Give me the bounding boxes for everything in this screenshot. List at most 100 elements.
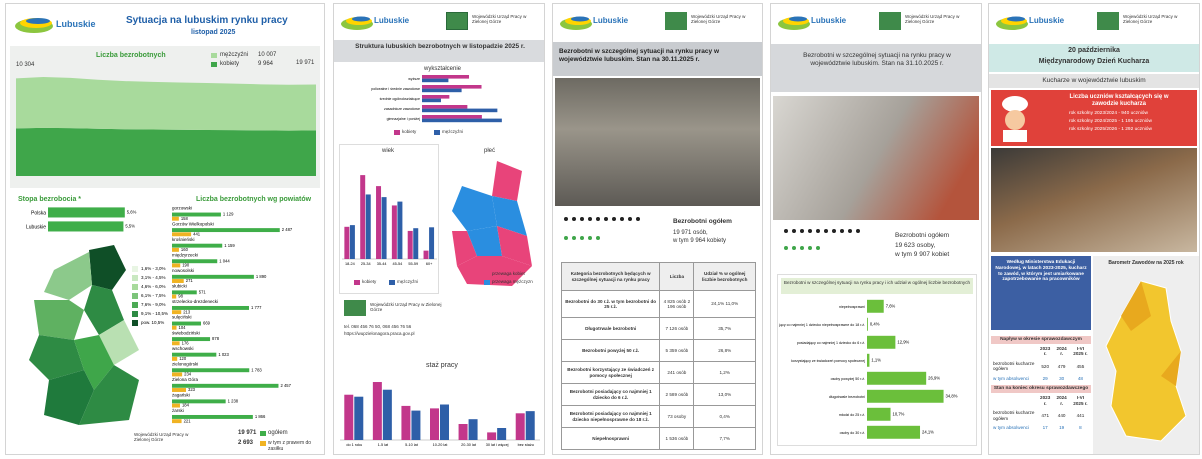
photo: [555, 78, 760, 206]
header-cell: Udział % w ogólnej liczbie bezrobotnych: [694, 263, 756, 291]
legend-swatch: [389, 280, 395, 285]
cell: 1 536 osób: [660, 428, 694, 450]
value-label: 5,6%: [127, 210, 137, 215]
students: rok szkolny 2023/2024 - 940 uczniów: [1069, 111, 1148, 117]
legend-label: 1,6% - 3,0%: [141, 266, 166, 271]
bar: [373, 382, 382, 440]
value-label: 1 238: [228, 398, 239, 403]
value-label: 1 044: [219, 258, 230, 263]
total-title: Bezrobotni ogółem: [673, 218, 732, 226]
people-icons: [781, 228, 876, 258]
category-label: 5-10 lat: [405, 443, 419, 447]
category-label: zielonogórski: [172, 361, 198, 366]
bar: [172, 388, 186, 392]
bar-chart: 18-2425-3435-4445-5455-5960+: [342, 159, 437, 269]
panel: Lubuskie Wojewódzki Urząd Pracy w Zielon…: [552, 3, 763, 455]
bar: [172, 399, 226, 403]
bar: [172, 228, 280, 232]
category-label: 45-54: [393, 262, 403, 266]
category-label: strzelecko-drezdenecki: [172, 299, 218, 304]
bar: [172, 259, 217, 263]
table: 2023 r.2024 r.I-VI 2025 r.bezrobotni kuc…: [991, 393, 1091, 433]
category-label: międzyrzecki: [172, 252, 198, 257]
bar: [172, 404, 180, 408]
total: 2 693: [238, 440, 253, 447]
cell: 35,7%: [694, 318, 756, 340]
table: Kategoria bezrobotnych będących w szczeg…: [561, 262, 756, 450]
students: rok szkolny 2024/2025 - 1 195 uczniów: [1069, 119, 1152, 125]
legend-label: 9,1% - 10,5%: [141, 311, 168, 316]
cell: 0,4%: [694, 406, 756, 428]
category-label: 10-20 lat: [433, 443, 449, 447]
cell: 7,7%: [694, 428, 756, 450]
bar: [422, 115, 482, 119]
cell: 479: [1053, 359, 1069, 374]
header-cell: I-VI 2025 r.: [1070, 393, 1091, 408]
chart-title: staż pracy: [426, 362, 458, 370]
value-label: 7,6%: [886, 303, 896, 308]
table-row: Bezrobotni korzystający ze świadczeń z p…: [562, 362, 756, 384]
total-sub: w tym 9 907 kobiet: [895, 251, 949, 259]
cell: 48: [1070, 374, 1091, 384]
chart-title: Liczba bezrobotnych: [96, 52, 166, 60]
category-label: słubicki: [172, 284, 187, 289]
brand: Lubuskie: [374, 16, 409, 26]
cell: Niepełnosprawni: [562, 428, 660, 450]
bar: [867, 318, 868, 331]
cell: 26,8%: [694, 340, 756, 362]
title: Sytuacja na lubuskim rynku pracy: [126, 15, 288, 27]
value-label: 24,1%: [922, 429, 934, 434]
header-cell: Kategoria bezrobotnych będących w szczeg…: [562, 263, 660, 291]
legend-swatch: [132, 311, 138, 317]
barometer-title: Barometr Zawodów na 2025 rok: [1093, 260, 1199, 266]
bar: [172, 213, 221, 217]
category-label: osoby powyżej 50 r.ż.: [831, 377, 865, 381]
students: rok szkolny 2025/2026 - 1 292 uczniów: [1069, 127, 1152, 133]
chart-title: wykształcenie: [424, 66, 461, 73]
bar: [172, 279, 184, 283]
bar: [429, 227, 434, 259]
value-label: 1 777: [251, 305, 262, 310]
legend-swatch: [132, 284, 138, 290]
wup-logo: [446, 12, 468, 30]
category-label: niepełnosprawni: [839, 305, 865, 309]
legend-swatch: [132, 320, 138, 326]
bar: [867, 336, 895, 349]
table-row: w tym absolwenci293048: [991, 374, 1091, 384]
category-label: wschowski: [172, 346, 194, 351]
bar: [172, 419, 182, 423]
tables: Napływ w okresie sprawozdawczym2023 r.20…: [991, 334, 1091, 433]
legend-swatch: [132, 293, 138, 299]
table-header: 2023 r.2024 r.I-VI 2025 r.: [991, 393, 1091, 408]
category-label: 55-59: [408, 262, 418, 266]
bar: [422, 89, 462, 93]
total-text: 19 623 osoby,: [895, 242, 935, 250]
panel: Lubuskie Wojewódzki Urząd Pracy w Zielon…: [988, 3, 1200, 455]
table-row: Bezrobotni powyżej 50 r.ż.5 359 osób26,8…: [562, 340, 756, 362]
bar: [867, 390, 944, 403]
table-row: Bezrobotni posiadający co najmniej 1 dzi…: [562, 384, 756, 406]
value-label: 2 487: [282, 227, 293, 232]
value-label: 158: [181, 216, 189, 221]
value-label: 1 783: [251, 367, 262, 372]
bar: [422, 75, 469, 79]
table-row: bezrobotni kucharze ogółem520479455: [991, 359, 1091, 374]
row-label: bezrobotni kucharze ogółem: [991, 359, 1037, 374]
title: Bezrobotni w szczególnej sytuacji na ryn…: [785, 52, 969, 68]
photo: [773, 96, 979, 220]
legend-label: przewaga mężczyzn: [492, 279, 533, 284]
category-label: osoby do 30 r.ż.: [840, 431, 865, 435]
table-title: Stan na koniec okresu sprawozdawczego: [991, 385, 1091, 393]
category-label: 30 lat i więcej: [486, 443, 509, 447]
row-label: w tym absolwenci: [991, 423, 1037, 433]
header-cell: [991, 393, 1037, 408]
legend-swatch: [132, 275, 138, 281]
category-label: młodzi do 25 r.ż.: [839, 413, 865, 417]
header-cell: [991, 344, 1037, 359]
bar: [526, 411, 535, 440]
cell: 4 825 osób 2 196 osób: [660, 291, 694, 318]
table-row: w tym absolwenci17198: [991, 423, 1091, 433]
students-title: Liczba uczniów kształcących się w zawodz…: [1059, 94, 1179, 108]
value-label: 26,9%: [928, 375, 940, 380]
